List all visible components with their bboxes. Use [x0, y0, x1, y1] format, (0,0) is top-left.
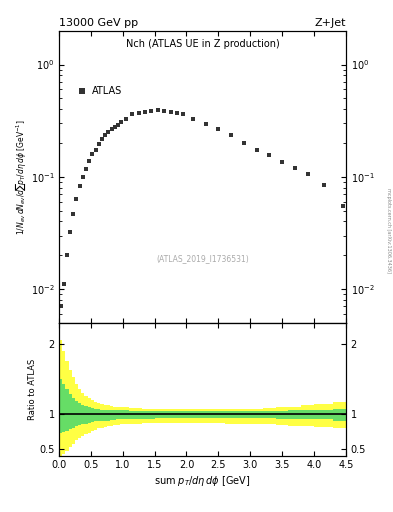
ATLAS [116, 122, 120, 128]
Text: 13000 GeV pp: 13000 GeV pp [59, 18, 138, 28]
ATLAS [216, 126, 221, 132]
ATLAS [90, 152, 95, 158]
X-axis label: sum $p_T/d\eta\,d\phi$ [GeV]: sum $p_T/d\eta\,d\phi$ [GeV] [154, 474, 251, 488]
Y-axis label: Ratio to ATLAS: Ratio to ATLAS [28, 358, 37, 420]
ATLAS [77, 183, 82, 189]
ATLAS [112, 123, 117, 130]
ATLAS [96, 141, 101, 147]
ATLAS [254, 146, 259, 153]
ATLAS [340, 203, 345, 209]
ATLAS [305, 172, 310, 178]
ATLAS [106, 129, 111, 135]
ATLAS [103, 132, 108, 138]
ATLAS [174, 110, 179, 116]
Legend: ATLAS: ATLAS [75, 82, 126, 100]
Y-axis label: $1/N_{ev}\,dN_{ev}/d\!\sum\!p_T/d\eta\,d\phi$ [GeV$^{-1}$]: $1/N_{ev}\,dN_{ev}/d\!\sum\!p_T/d\eta\,d… [14, 119, 28, 235]
ATLAS [130, 111, 135, 117]
ATLAS [93, 146, 98, 153]
ATLAS [143, 109, 147, 115]
ATLAS [64, 252, 69, 259]
ATLAS [136, 110, 141, 116]
Text: Nch (ATLAS UE in Z production): Nch (ATLAS UE in Z production) [125, 39, 279, 50]
Text: (ATLAS_2019_I1736531): (ATLAS_2019_I1736531) [156, 254, 249, 263]
ATLAS [168, 109, 173, 115]
ATLAS [191, 116, 195, 122]
ATLAS [203, 121, 208, 127]
ATLAS [149, 108, 154, 114]
ATLAS [61, 282, 66, 288]
ATLAS [280, 159, 285, 165]
ATLAS [68, 229, 72, 236]
ATLAS [81, 174, 85, 180]
ATLAS [74, 196, 79, 202]
ATLAS [267, 153, 272, 159]
ATLAS [181, 111, 185, 117]
ATLAS [229, 132, 233, 138]
ATLAS [100, 136, 105, 142]
ATLAS [71, 210, 75, 217]
ATLAS [87, 158, 92, 164]
ATLAS [109, 125, 114, 132]
ATLAS [321, 182, 326, 188]
Line: ATLAS: ATLAS [58, 108, 345, 309]
ATLAS [84, 166, 88, 172]
ATLAS [123, 116, 128, 122]
Text: mcplots.cern.ch [arXiv:1306.3436]: mcplots.cern.ch [arXiv:1306.3436] [386, 188, 391, 273]
ATLAS [292, 165, 297, 171]
ATLAS [241, 140, 246, 146]
Text: Z+Jet: Z+Jet [314, 18, 346, 28]
ATLAS [119, 119, 123, 125]
ATLAS [162, 108, 167, 114]
ATLAS [58, 304, 63, 310]
ATLAS [155, 108, 160, 114]
